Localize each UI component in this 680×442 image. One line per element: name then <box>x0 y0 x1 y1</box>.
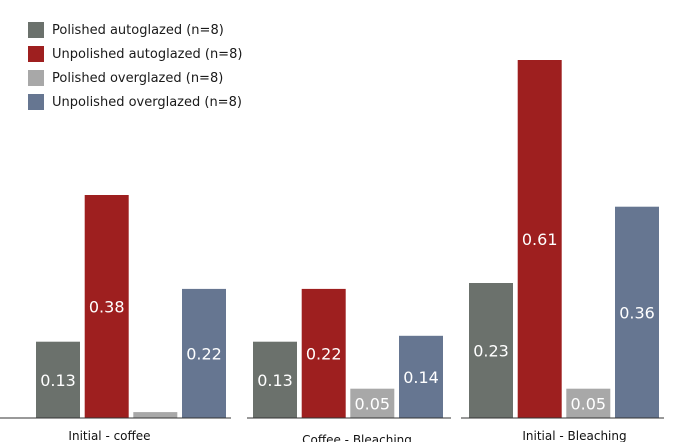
bar <box>301 288 346 418</box>
category-label: Initial - coffee <box>68 429 150 442</box>
legend-swatch <box>28 94 44 110</box>
bar-value-label: 0.23 <box>473 342 509 361</box>
category-labels-layer: Initial - coffee Coffee - Bleaching Initia… <box>68 429 626 442</box>
legend-item: Polished autoglazed (n=8) <box>28 18 242 42</box>
legend-label: Polished autoglazed (n=8) <box>52 22 224 38</box>
legend-item: Unpolished overglazed (n=8) <box>28 90 242 114</box>
legend-label: Unpolished autoglazed (n=8) <box>52 46 243 62</box>
bar-value-label: 0.05 <box>570 394 606 413</box>
bar <box>469 283 513 418</box>
bar-value-label: 0.14 <box>403 368 439 387</box>
bar <box>253 341 297 418</box>
category-label: Coffee - Bleaching <box>302 433 412 442</box>
bar-value-label: 0.61 <box>522 230 558 249</box>
bar <box>517 60 562 418</box>
legend-label: Unpolished overglazed (n=8) <box>52 94 242 110</box>
bar-value-label: 0.22 <box>186 344 222 363</box>
legend: Polished autoglazed (n=8) Unpolished aut… <box>28 18 242 114</box>
bar-value-label: 0.13 <box>40 371 76 390</box>
bar-value-label: 0.13 <box>257 371 293 390</box>
bar <box>84 195 129 418</box>
category-label: Initial - Bleaching <box>522 429 626 442</box>
legend-swatch <box>28 46 44 62</box>
bar <box>133 412 178 418</box>
bar-value-label: 0.22 <box>306 344 342 363</box>
legend-item: Polished overglazed (n=8) <box>28 66 242 90</box>
bar <box>182 288 226 418</box>
legend-label: Polished overglazed (n=8) <box>52 70 224 86</box>
bar <box>566 388 611 418</box>
legend-swatch <box>28 22 44 38</box>
bar <box>350 388 395 418</box>
bar-value-label: 0.38 <box>89 298 125 317</box>
value-labels-layer: 0.13 0.38 0.22 0.13 0.22 0.05 0.14 0.23 0.61 0.05… <box>40 230 655 413</box>
bar <box>36 341 80 418</box>
bars-layer <box>36 60 659 418</box>
legend-item: Unpolished autoglazed (n=8) <box>28 42 242 66</box>
bar <box>399 335 443 418</box>
bar-value-label: 0.36 <box>619 303 655 322</box>
legend-swatch <box>28 70 44 86</box>
bar <box>615 206 659 418</box>
bar-value-label: 0.05 <box>354 394 390 413</box>
